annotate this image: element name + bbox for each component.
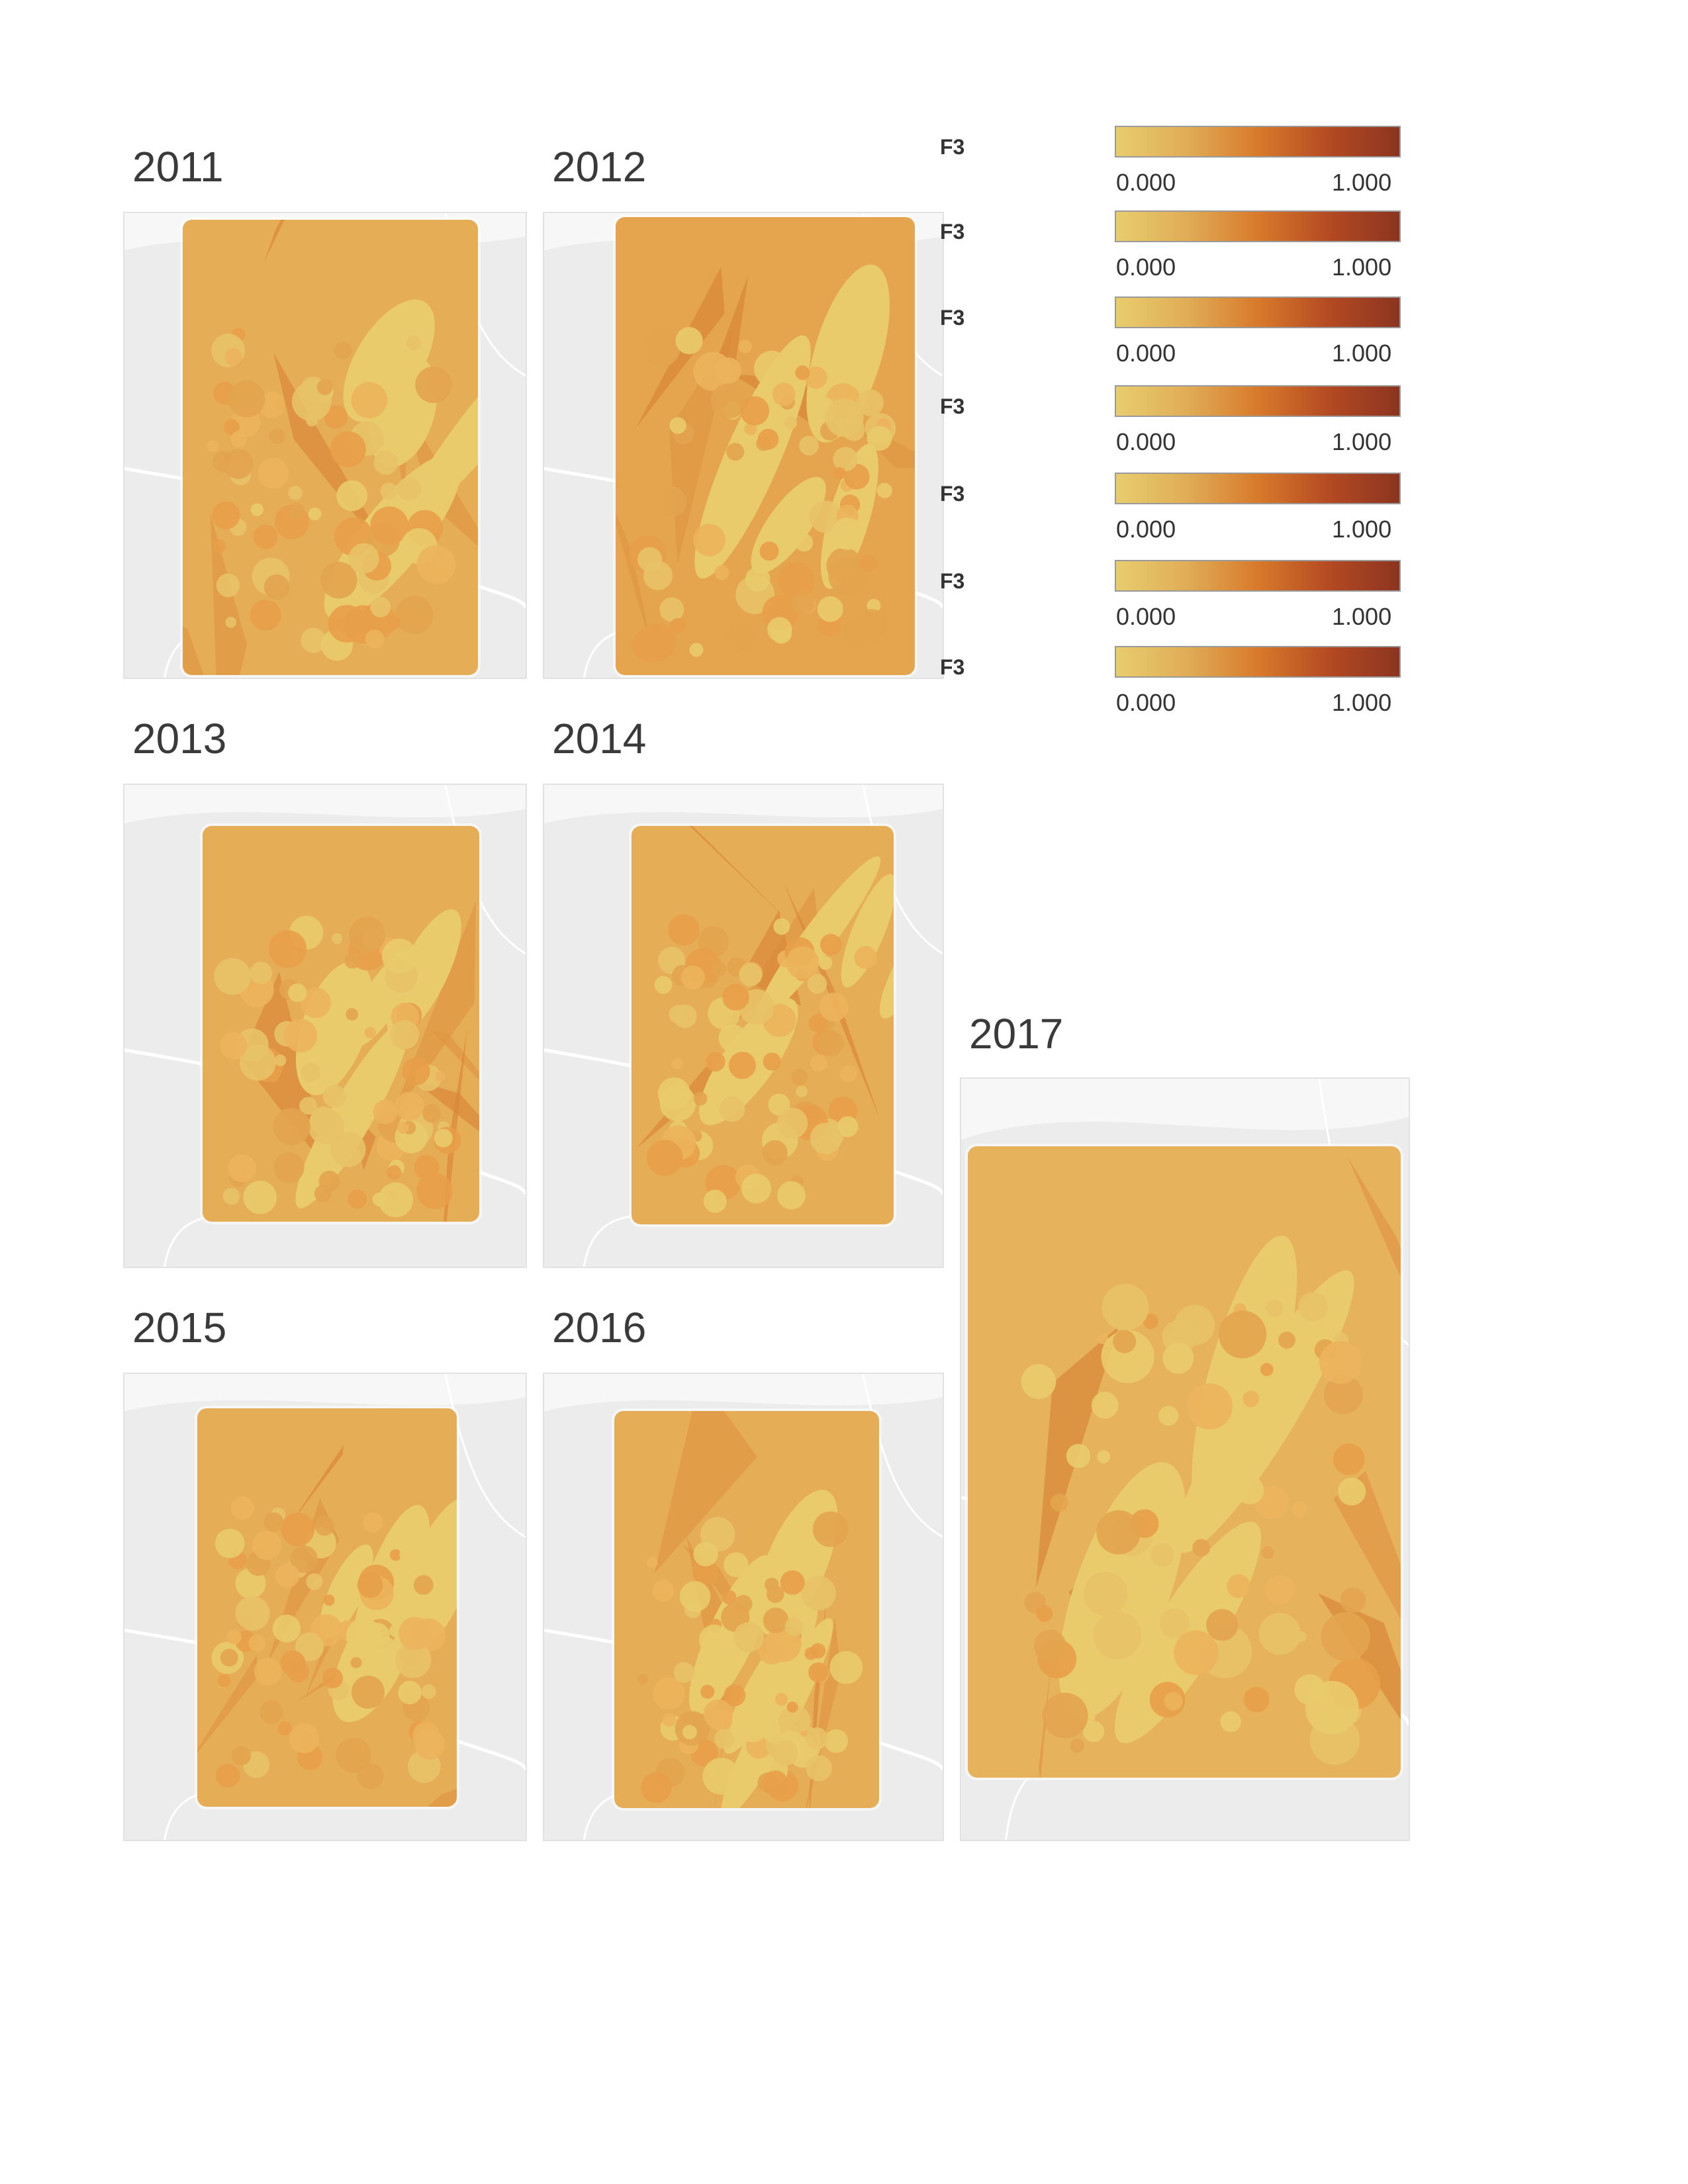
legend-max-value: 1.000 — [1332, 689, 1392, 716]
legend-max-value: 1.000 — [1332, 603, 1392, 630]
legend-max-value: 1.000 — [1332, 253, 1392, 281]
map-2011[interactable] — [123, 212, 527, 679]
map-2017[interactable] — [960, 1077, 1410, 1841]
legend-min-value: 0.000 — [1116, 169, 1176, 196]
road-line — [164, 1214, 265, 1267]
map-2013[interactable] — [123, 784, 527, 1268]
water-area — [124, 1374, 526, 1412]
map-2014[interactable] — [543, 784, 944, 1268]
panel-title-2011: 2011 — [132, 143, 224, 191]
heat-area — [183, 220, 478, 675]
legend-color-scale — [1115, 646, 1401, 678]
heat-blotches — [183, 220, 478, 675]
legend-color-scale — [1115, 210, 1401, 242]
panel-title-2015: 2015 — [132, 1304, 227, 1351]
panel-title-2013: 2013 — [132, 715, 227, 762]
legend-min-value: 0.000 — [1116, 603, 1176, 630]
legend-color-scale — [1115, 296, 1401, 328]
legend-field-label: F3 — [940, 482, 965, 506]
legend-field-label: F3 — [940, 655, 965, 679]
map-2012[interactable] — [543, 212, 944, 679]
heat-blotches — [968, 1146, 1401, 1778]
heat-area — [632, 826, 894, 1224]
heat-area — [197, 1408, 457, 1807]
legend-max-value: 1.000 — [1332, 516, 1392, 543]
legend-max-value: 1.000 — [1332, 169, 1392, 196]
heat-area — [614, 1411, 879, 1808]
legend-min-value: 0.000 — [1116, 516, 1176, 543]
heat-blotches — [197, 1408, 457, 1807]
panel-title-2016: 2016 — [552, 1304, 647, 1351]
panel-title-2014: 2014 — [552, 715, 647, 762]
heat-area — [968, 1146, 1401, 1778]
legend-field-label: F3 — [940, 394, 965, 418]
legend-color-scale — [1115, 560, 1401, 592]
water-area — [544, 1374, 943, 1412]
map-2016[interactable] — [543, 1373, 944, 1841]
legend-list[interactable]: F3 0.000 1.000 F3 0.000 1.000 F3 0.000 1.000 F3 0.… — [940, 119, 1430, 721]
road-line — [862, 785, 943, 955]
road-line — [862, 1374, 943, 1538]
panel-title-2017: 2017 — [969, 1010, 1064, 1058]
road-line — [444, 1374, 526, 1538]
heat-blotches — [632, 826, 894, 1224]
legend-field-label: F3 — [940, 135, 965, 159]
legend-color-scale — [1115, 385, 1401, 417]
legend-min-value: 0.000 — [1116, 428, 1176, 455]
legend-min-value: 0.000 — [1116, 689, 1176, 716]
legend-max-value: 1.000 — [1332, 428, 1392, 455]
heat-area — [616, 217, 915, 675]
panel-title-2012: 2012 — [552, 143, 647, 191]
heat-blotches — [616, 217, 915, 675]
map-2015[interactable] — [123, 1373, 527, 1841]
legend-color-scale — [1115, 473, 1401, 504]
legend-field-label: F3 — [940, 220, 965, 244]
legend-min-value: 0.000 — [1116, 340, 1176, 367]
legend-field-label: F3 — [940, 569, 965, 593]
water-area — [961, 1079, 1409, 1140]
legend-field-label: F3 — [940, 306, 965, 330]
heat-area — [203, 826, 479, 1222]
water-area — [544, 785, 943, 824]
water-area — [124, 785, 526, 824]
legend-min-value: 0.000 — [1116, 253, 1176, 281]
legend-color-scale — [1115, 126, 1401, 158]
heat-blotches — [614, 1411, 879, 1808]
heat-blotches — [203, 826, 479, 1222]
legend-max-value: 1.000 — [1332, 340, 1392, 367]
